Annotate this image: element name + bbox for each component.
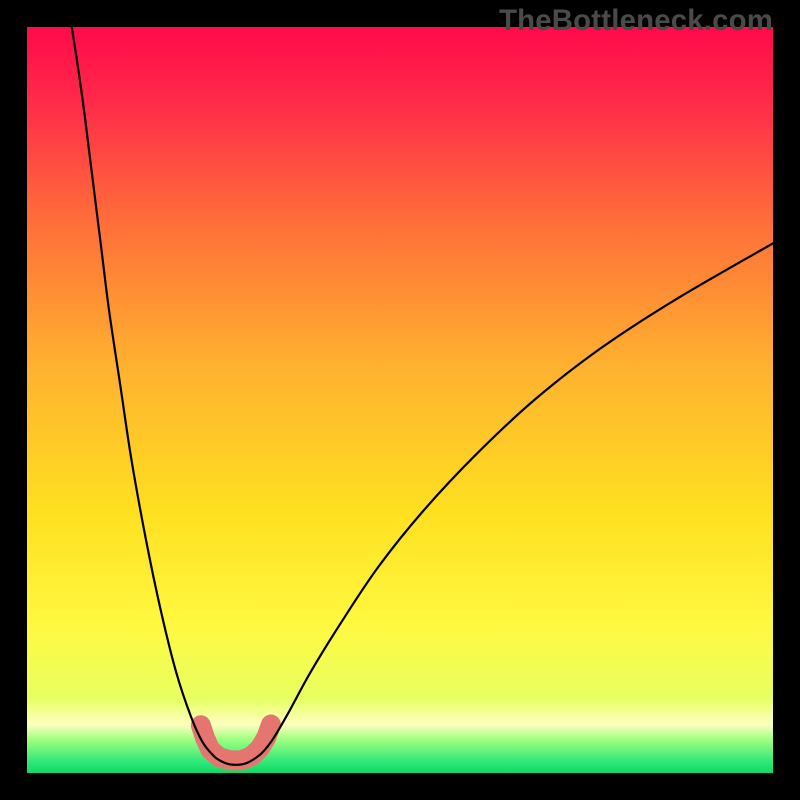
outer-frame: TheBottleneck.com [0,0,800,800]
plot-area [27,27,773,773]
chart-svg [27,27,773,773]
gradient-background [27,27,773,773]
